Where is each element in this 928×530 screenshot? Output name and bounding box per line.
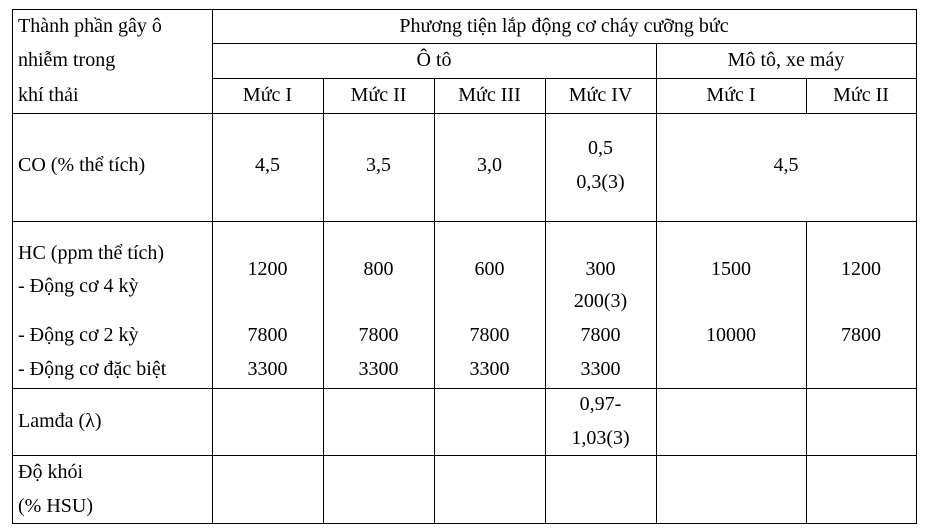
cell-text: 7800 (580, 324, 621, 346)
cell-text: nhiễm trong (18, 49, 116, 71)
cell-text: 10000 (706, 324, 756, 346)
table-border (806, 78, 807, 113)
table-border (12, 455, 917, 456)
cell-text: Mức II (833, 84, 889, 106)
cell-text: Phương tiện lắp động cơ cháy cưỡng bức (399, 15, 729, 37)
cell-text: 7800 (358, 324, 399, 346)
cell-text: Mô tô, xe máy (727, 49, 845, 71)
cell-text: Mức II (350, 84, 407, 106)
table-border (12, 113, 917, 114)
cell-text: 200(3) (573, 290, 628, 312)
cell-text: Ô tô (416, 49, 452, 71)
cell-text: Mức I (242, 84, 293, 106)
cell-text: 4,5 (773, 154, 799, 176)
table-border (12, 523, 917, 524)
cell-text: 1200 (841, 258, 881, 280)
cell-text: - Động cơ 2 kỳ (18, 324, 139, 346)
table-border (12, 9, 13, 524)
cell-text: 800 (363, 258, 394, 280)
cell-text: 3300 (247, 358, 288, 380)
cell-text: 600 (474, 258, 505, 280)
cell-text: Độ khói (18, 461, 83, 483)
cell-text: - Động cơ đặc biệt (18, 358, 167, 380)
cell-text: HC (ppm thể tích) (18, 242, 165, 264)
cell-text: khí thải (18, 84, 79, 106)
cell-text: 1500 (711, 258, 751, 280)
cell-text: 1200 (247, 258, 288, 280)
cell-text: 7800 (469, 324, 510, 346)
cell-text: CO (% thể tích) (18, 154, 146, 176)
table-border (545, 78, 546, 524)
cell-text: 3300 (358, 358, 399, 380)
cell-text: 3300 (580, 358, 621, 380)
cell-text: 3,0 (477, 154, 502, 176)
cell-text: Mức I (706, 84, 756, 106)
table-border (12, 388, 917, 389)
cell-text: 3300 (469, 358, 510, 380)
cell-text: Thành phần gây ô (18, 15, 162, 37)
cell-text: (% HSU) (18, 495, 93, 517)
cell-text: 7800 (841, 324, 881, 346)
table-border (212, 78, 917, 79)
cell-text: Lamđa (λ) (18, 410, 102, 432)
table-border (434, 78, 435, 524)
cell-text: 300 (585, 258, 616, 280)
cell-text: 0,97- (579, 393, 622, 415)
table-border (916, 9, 917, 524)
table-border (323, 78, 324, 524)
cell-text: Mức IV (568, 84, 633, 106)
cell-text: 4,5 (255, 154, 280, 176)
table-border (806, 221, 807, 524)
table-border (12, 221, 917, 222)
cell-text: 7800 (247, 324, 288, 346)
cell-text: 1,03(3) (571, 427, 630, 449)
cell-text: 0,5 (588, 137, 613, 159)
table-border (12, 9, 917, 10)
cell-text: Mức III (458, 84, 521, 106)
cell-text: - Động cơ 4 kỳ (18, 275, 139, 297)
cell-text: 3,5 (366, 154, 391, 176)
table-border (212, 43, 917, 44)
cell-text: 0,3(3) (576, 171, 625, 193)
table-border (212, 9, 213, 524)
table-border (656, 43, 657, 524)
